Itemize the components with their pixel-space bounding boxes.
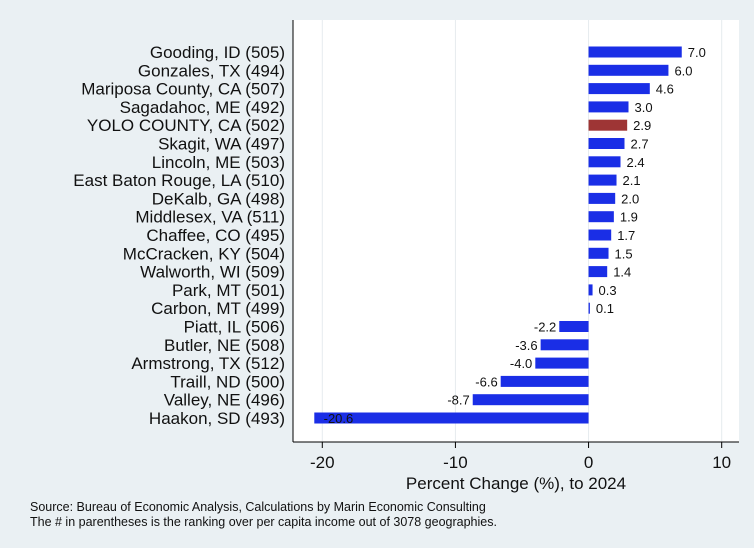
category-label: Traill, ND (500) bbox=[170, 372, 285, 391]
bar bbox=[588, 211, 614, 223]
category-label: DeKalb, GA (498) bbox=[152, 189, 285, 208]
bar bbox=[588, 64, 669, 76]
bar bbox=[588, 119, 628, 131]
value-label: 3.0 bbox=[634, 100, 652, 115]
category-label: YOLO COUNTY, CA (502) bbox=[87, 116, 285, 135]
x-axis-title: Percent Change (%), to 2024 bbox=[406, 474, 626, 493]
category-label: McCracken, KY (504) bbox=[123, 244, 285, 263]
value-label: 4.6 bbox=[656, 82, 674, 97]
plot-area bbox=[293, 20, 739, 442]
value-label: 2.0 bbox=[621, 191, 639, 206]
value-label: 7.0 bbox=[688, 45, 706, 60]
bar bbox=[588, 302, 590, 314]
category-label: East Baton Rouge, LA (510) bbox=[73, 171, 285, 190]
bar bbox=[588, 156, 621, 168]
category-label: Armstrong, TX (512) bbox=[131, 354, 285, 373]
bar bbox=[588, 284, 593, 296]
bar bbox=[588, 266, 608, 278]
x-tick-label: 0 bbox=[584, 453, 593, 472]
category-label: Park, MT (501) bbox=[172, 281, 285, 300]
category-label: Piatt, IL (506) bbox=[184, 318, 285, 337]
category-label: Valley, NE (496) bbox=[164, 391, 285, 410]
value-label: 1.9 bbox=[620, 210, 638, 225]
value-label: 2.4 bbox=[627, 155, 645, 170]
bars-group bbox=[314, 46, 682, 424]
value-label: 1.4 bbox=[613, 265, 631, 280]
bar bbox=[588, 46, 682, 58]
category-label: Lincoln, ME (503) bbox=[152, 153, 285, 172]
bar bbox=[500, 375, 589, 387]
bar bbox=[588, 247, 609, 259]
category-label: Haakon, SD (493) bbox=[149, 409, 285, 428]
value-label: -2.2 bbox=[534, 320, 556, 335]
value-label: -6.6 bbox=[475, 374, 497, 389]
bar bbox=[314, 412, 589, 424]
bar bbox=[472, 394, 589, 406]
bar bbox=[588, 192, 616, 204]
category-label: Mariposa County, CA (507) bbox=[81, 80, 285, 99]
category-label: Carbon, MT (499) bbox=[151, 299, 285, 318]
x-tick-label: -10 bbox=[443, 453, 468, 472]
x-tick-label: -20 bbox=[310, 453, 335, 472]
value-label: 1.5 bbox=[615, 246, 633, 261]
category-label: Sagadahoc, ME (492) bbox=[120, 98, 285, 117]
bar bbox=[559, 321, 589, 332]
category-label: Walworth, WI (509) bbox=[140, 263, 285, 282]
category-label: Butler, NE (508) bbox=[164, 336, 285, 355]
value-label: -8.7 bbox=[447, 393, 469, 408]
ranking-note: The # in parentheses is the ranking over… bbox=[30, 515, 497, 529]
value-label: -20.6 bbox=[324, 411, 354, 426]
value-labels: 7.0 6.04.6 3.0 2.9 2.7 2.4 2.1 2.0 1.9 1.7 1.5 1.4 0… bbox=[324, 45, 706, 426]
value-label: 2.9 bbox=[633, 118, 651, 133]
value-label: 2.1 bbox=[623, 173, 641, 188]
category-label: Gooding, ID (505) bbox=[150, 43, 285, 62]
x-axis-ticks: -20 -10 0 10 bbox=[310, 442, 731, 472]
bar bbox=[540, 339, 589, 351]
category-label: Gonzales, TX (494) bbox=[138, 61, 285, 80]
category-label: Chaffee, CO (495) bbox=[146, 226, 285, 245]
bar bbox=[535, 357, 589, 369]
value-label: 0.1 bbox=[596, 301, 614, 316]
value-label: 6.0 bbox=[674, 63, 692, 78]
bar bbox=[588, 138, 625, 149]
bar bbox=[588, 229, 612, 241]
bar bbox=[588, 101, 629, 113]
source-note: Source: Bureau of Economic Analysis, Cal… bbox=[30, 500, 486, 514]
category-label: Skagit, WA (497) bbox=[158, 135, 285, 154]
value-label: 0.3 bbox=[599, 283, 617, 298]
bar bbox=[588, 83, 650, 95]
value-label: 2.7 bbox=[631, 137, 649, 152]
value-label: -3.6 bbox=[515, 338, 537, 353]
x-tick-label: 10 bbox=[712, 453, 731, 472]
value-label: -4.0 bbox=[510, 356, 532, 371]
value-label: 1.7 bbox=[617, 228, 635, 243]
category-labels: Gooding, ID (505)Gonzales, TX (494)Marip… bbox=[73, 43, 285, 428]
bar bbox=[588, 174, 617, 186]
category-label: Middlesex, VA (511) bbox=[135, 208, 285, 227]
